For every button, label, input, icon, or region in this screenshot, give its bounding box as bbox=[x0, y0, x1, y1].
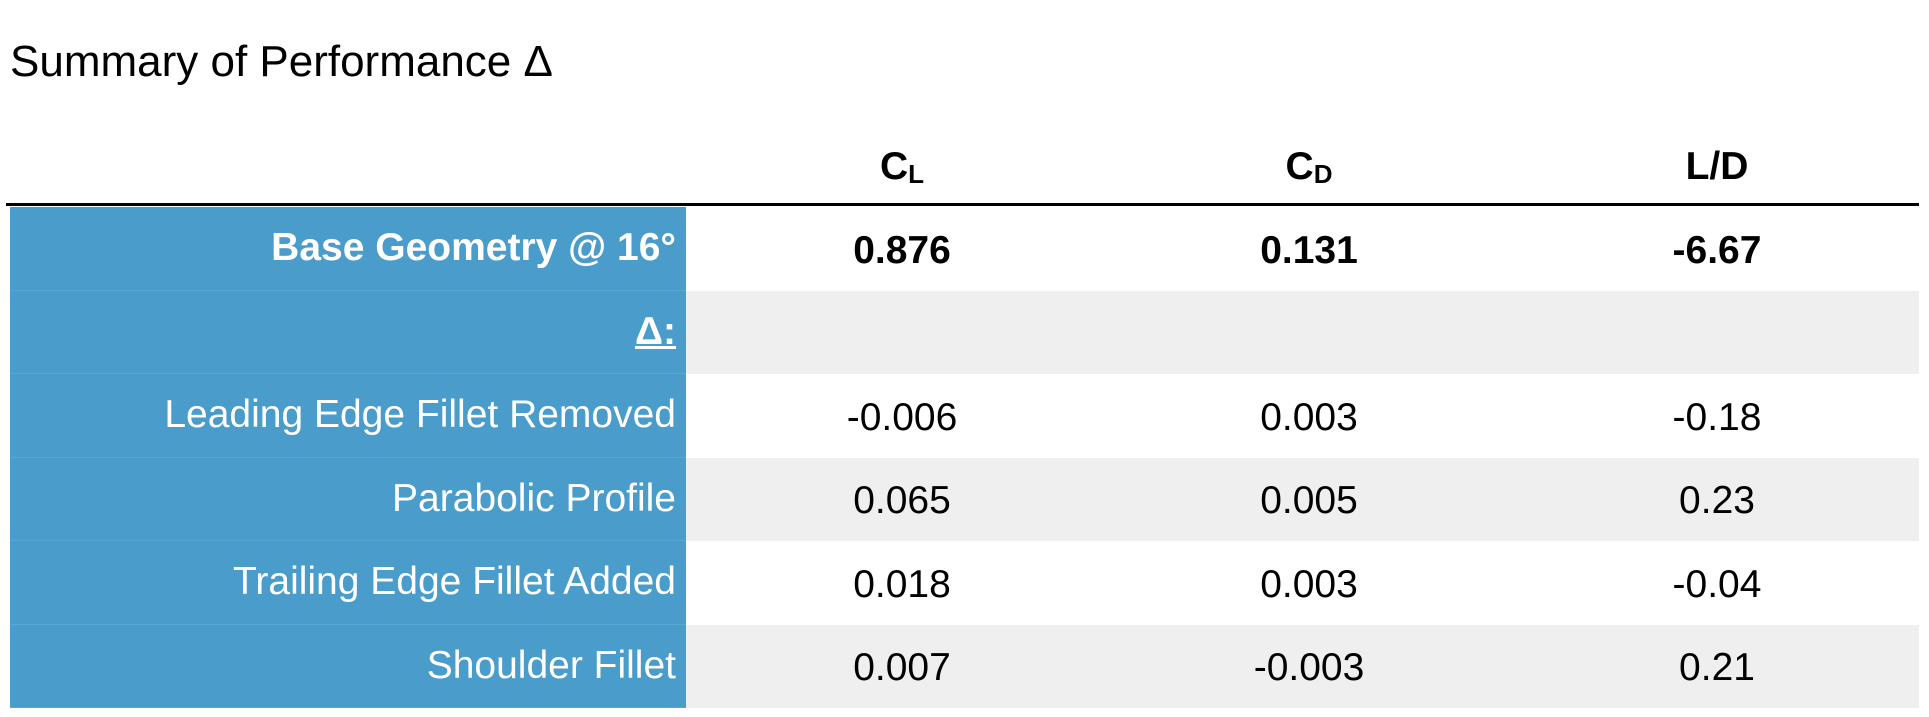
cell: -0.04 bbox=[1672, 562, 1762, 606]
column-header-sub: D bbox=[1313, 159, 1333, 189]
row-label: Base Geometry @ 16° bbox=[10, 207, 686, 291]
row-label: Trailing Edge Fillet Added bbox=[10, 541, 686, 625]
title: Summary of Performance Δ bbox=[10, 37, 553, 86]
cell: 0.018 bbox=[853, 562, 951, 606]
cell: 0.007 bbox=[853, 646, 951, 690]
column-header: CD bbox=[1159, 144, 1459, 197]
cell: 0.003 bbox=[1260, 562, 1358, 606]
cell: 0.21 bbox=[1679, 646, 1755, 690]
row-label: Δ: bbox=[10, 290, 686, 374]
header-rule bbox=[6, 203, 1919, 206]
column-header-main: C bbox=[879, 145, 909, 188]
row-label: Parabolic Profile bbox=[10, 457, 686, 541]
column-header: CL bbox=[752, 144, 1052, 197]
cell: 0.876 bbox=[853, 228, 951, 272]
column-header-main: L/D bbox=[1685, 145, 1749, 188]
cell: 0.23 bbox=[1679, 479, 1755, 523]
column-header: L/D bbox=[1567, 144, 1867, 190]
cell: 0.003 bbox=[1260, 395, 1358, 439]
cell: -0.003 bbox=[1253, 646, 1365, 690]
column-header-sub: L bbox=[908, 159, 925, 189]
cell: 0.065 bbox=[853, 479, 951, 523]
row-label: Shoulder Fillet bbox=[10, 624, 686, 708]
cell: -0.006 bbox=[846, 395, 958, 439]
cell: 0.131 bbox=[1260, 228, 1358, 272]
column-header-main: C bbox=[1285, 145, 1314, 188]
cell: 0.005 bbox=[1260, 479, 1358, 523]
cell: -0.18 bbox=[1672, 395, 1762, 439]
cell: -6.67 bbox=[1672, 228, 1762, 272]
row-label: Leading Edge Fillet Removed bbox=[10, 374, 686, 458]
